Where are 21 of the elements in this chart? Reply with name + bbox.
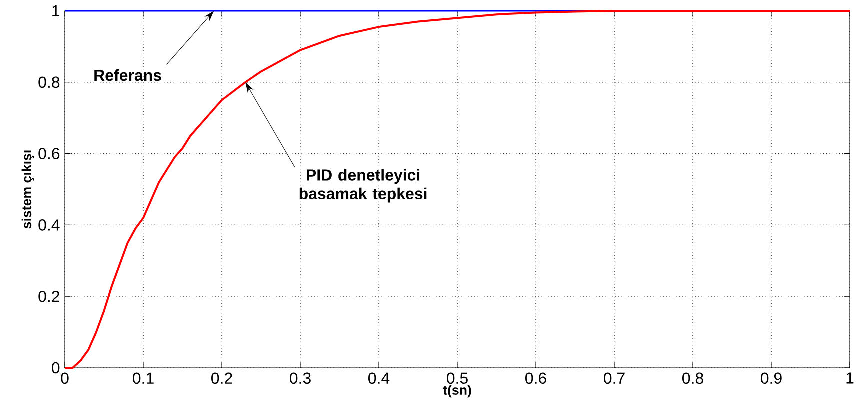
x-tick-label: 0.6: [526, 372, 546, 384]
y-axis-title: sistem çıkışı: [22, 150, 34, 229]
y-tick-label: 0.6: [38, 148, 60, 160]
annotation: PID denetleyici basamak tepkesi: [300, 169, 427, 203]
y-tick-label: 1: [52, 6, 60, 17]
x-tick-label: 0.5: [447, 372, 468, 384]
x-tick-label: 0.4: [368, 372, 390, 384]
x-tick-label: 0.3: [290, 372, 311, 384]
x-tick-label: 0.2: [212, 372, 232, 384]
x-axis-title: t(sn): [443, 385, 472, 398]
x-tick-label: 0.1: [133, 372, 154, 384]
y-tick-label: 0.4: [38, 220, 60, 231]
annotation: Referans: [94, 69, 162, 82]
y-tick-label: 0.2: [38, 290, 60, 302]
y-tick-label: 0.8: [38, 76, 60, 88]
y-tick-label: 0: [52, 362, 60, 374]
x-tick-label: 0.7: [604, 372, 625, 384]
x-tick-label: 1: [846, 372, 854, 384]
x-tick-label: 0.9: [761, 372, 782, 384]
x-tick-label: 0.8: [682, 372, 704, 384]
x-tick-label: 0: [61, 372, 69, 384]
